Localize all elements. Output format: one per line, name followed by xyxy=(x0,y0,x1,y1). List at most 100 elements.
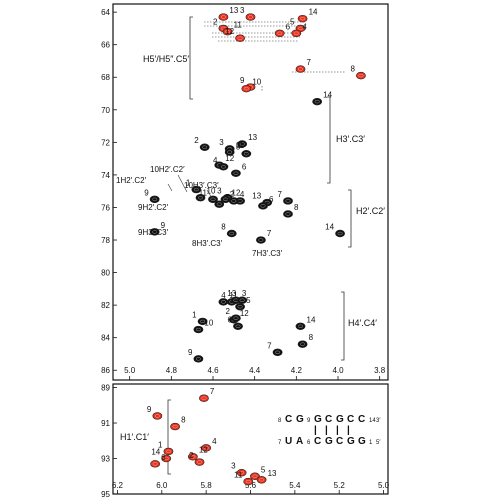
peak-marker xyxy=(272,348,283,357)
rna-structure-diagram: 8 C G 9 G C G C C 14 3′7 U A 6 C G C G G 1 5′| | | | xyxy=(278,414,381,447)
structure-bottom-token: 5′ xyxy=(376,440,381,446)
peak-marker xyxy=(295,65,306,73)
x-tick-label: 5.8 xyxy=(201,481,213,490)
peak-label: 14 xyxy=(151,448,160,457)
upper-panel-frame xyxy=(112,3,389,381)
peak-contour xyxy=(298,324,303,328)
peak-contour xyxy=(198,196,203,200)
peak-marker xyxy=(295,322,306,330)
structure-top-token: G xyxy=(296,414,304,425)
peak-label: 4 xyxy=(221,291,226,300)
peak-label: 9 xyxy=(144,188,149,197)
group-brackets xyxy=(167,16,352,475)
peak-contour xyxy=(245,479,251,484)
peak-contour xyxy=(239,298,245,302)
y-tick-label: 78 xyxy=(101,236,110,245)
peak-label: 14 xyxy=(323,91,332,100)
peak-marker xyxy=(258,202,268,210)
peak-label: 7 xyxy=(307,58,312,67)
group-label-h3: H3′.C3′ xyxy=(336,134,365,144)
annotation-1h2: 1H2′.C2′ xyxy=(116,176,147,185)
bracket-h3 xyxy=(327,96,331,184)
peak-label: 2 xyxy=(225,307,230,316)
peak-contour xyxy=(195,357,201,361)
peak-label: 3 xyxy=(240,6,245,15)
group-label-h5: H5′/H5″.C5′ xyxy=(143,54,189,64)
peak-contour xyxy=(220,165,226,169)
peak-marker xyxy=(218,163,229,171)
peak-label: 7 xyxy=(278,190,283,199)
peak-marker xyxy=(150,460,161,468)
structure-bottom-token: 1 xyxy=(369,440,373,446)
peak-marker xyxy=(233,322,243,330)
peak-marker xyxy=(149,195,160,204)
peak-contour xyxy=(235,324,241,328)
structure-bottom-token: 7 xyxy=(278,440,282,446)
peak-marker xyxy=(149,228,160,236)
peak-marker xyxy=(291,29,302,37)
annotation-10h2: 10H2′.C2′ xyxy=(150,165,185,174)
x-tick-label: 5.2 xyxy=(334,481,346,490)
peak-label: 12 xyxy=(225,27,234,36)
structure-pair-mark: | xyxy=(347,425,350,436)
y-tick-label: 72 xyxy=(101,138,110,147)
peak-marker xyxy=(193,325,204,334)
peak-label: 8 xyxy=(309,333,314,342)
peak-contour xyxy=(239,142,245,146)
peak-label: 3 xyxy=(219,138,224,147)
peak-contour xyxy=(195,327,201,332)
peak-contour xyxy=(314,100,320,104)
annotation-7h3: 7H3′.C3′ xyxy=(252,249,283,258)
peak-label: 7 xyxy=(210,387,215,396)
peak-marker xyxy=(356,71,366,80)
structure-pair-mark: | xyxy=(314,425,317,436)
structure-top-token: 3′ xyxy=(376,418,381,424)
peak-contour xyxy=(300,16,306,21)
peak-marker xyxy=(243,477,254,486)
peak-contour xyxy=(163,456,169,461)
peak-contour xyxy=(298,67,303,71)
peak-marker xyxy=(214,200,225,208)
structure-top-token: 8 xyxy=(278,418,282,424)
peak-label: 11 xyxy=(236,141,245,150)
peak-marker xyxy=(191,185,202,194)
y-tick-label: 80 xyxy=(101,269,110,278)
peak-marker xyxy=(231,169,241,177)
y-tick-label: 86 xyxy=(101,366,110,375)
peak-contour xyxy=(220,300,226,304)
peak-contour xyxy=(202,145,208,149)
peak-contour xyxy=(152,462,158,466)
peak-marker xyxy=(237,140,248,148)
peak-contour xyxy=(243,152,249,156)
peak-label: 11 xyxy=(234,21,243,30)
peak-label: 9 xyxy=(188,348,193,357)
peak-marker xyxy=(283,210,293,218)
peak-contour xyxy=(216,202,222,206)
peak-label: 5 xyxy=(225,193,230,202)
peak-contour xyxy=(165,449,171,454)
y-tick-label: 93 xyxy=(101,455,110,464)
peak-contour xyxy=(293,31,299,35)
peak-marker xyxy=(228,197,239,205)
connector-lines xyxy=(204,21,345,92)
bracket-h1 xyxy=(167,399,171,475)
peak-contour xyxy=(190,455,196,459)
peak-marker xyxy=(274,29,285,37)
structure-top-token: G xyxy=(336,414,344,425)
structure-top-token: C xyxy=(358,414,365,425)
peak-marker xyxy=(170,422,180,431)
x-tick-label: 5.6 xyxy=(245,481,257,490)
peak-label: 13 xyxy=(229,6,238,15)
peak-contour xyxy=(258,238,264,242)
peak-contour xyxy=(239,471,245,475)
peak-contour xyxy=(248,15,253,19)
peak-marker xyxy=(199,394,209,402)
peak-label: 1 xyxy=(186,179,191,188)
structure-bottom-token: C xyxy=(314,436,321,447)
peak-label: 5 xyxy=(290,17,295,26)
structure-pair-mark: | xyxy=(336,425,339,436)
peak-marker xyxy=(161,454,172,463)
peak-contour xyxy=(243,86,249,91)
